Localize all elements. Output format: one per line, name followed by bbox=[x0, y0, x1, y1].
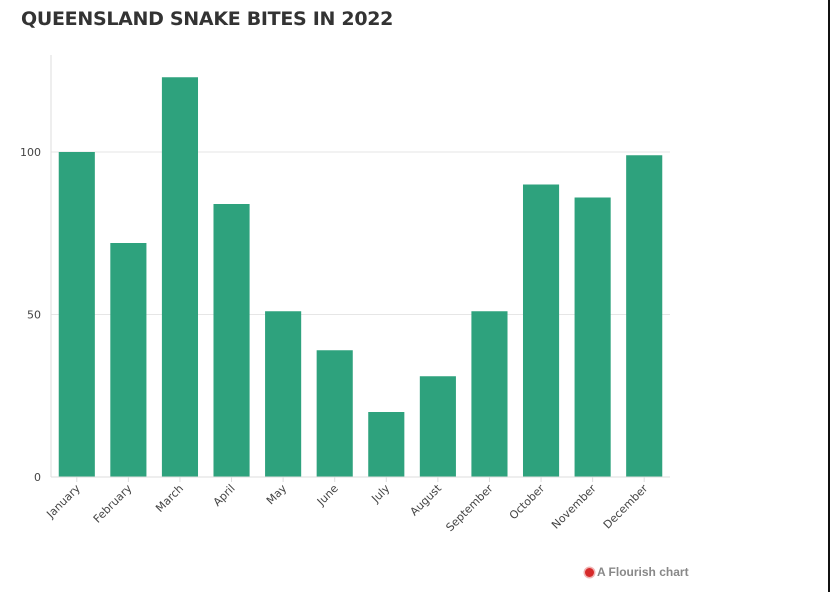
bar-july[interactable] bbox=[368, 412, 405, 477]
bar-february[interactable] bbox=[110, 243, 147, 477]
x-tick-label: July bbox=[369, 482, 393, 506]
x-tick-label: September bbox=[443, 482, 496, 535]
x-tick-label: January bbox=[44, 482, 84, 522]
flourish-logo-icon bbox=[585, 567, 594, 577]
bar-november[interactable] bbox=[574, 197, 611, 478]
x-tick-label: May bbox=[264, 482, 290, 508]
x-tick-label: October bbox=[507, 482, 548, 523]
bar-january[interactable] bbox=[58, 152, 95, 477]
y-tick-labels: 0 50 100 bbox=[20, 146, 41, 484]
chart-title: QUEENSLAND SNAKE BITES IN 2022 bbox=[21, 8, 394, 30]
frame-border bbox=[828, 0, 830, 592]
flourish-credit-label: A Flourish chart bbox=[597, 565, 689, 579]
gridlines bbox=[51, 151, 670, 315]
x-tick-label: March bbox=[153, 482, 186, 515]
bar-march[interactable] bbox=[161, 77, 199, 477]
y-tick-label: 50 bbox=[27, 309, 41, 322]
bar-october[interactable] bbox=[522, 184, 560, 478]
axes bbox=[50, 55, 670, 482]
bar-june[interactable] bbox=[316, 350, 353, 477]
x-tick-label: November bbox=[549, 482, 599, 532]
x-tick-label: August bbox=[408, 481, 445, 518]
x-tick-labels: January February March April May June July Augu… bbox=[44, 481, 651, 534]
bar-august[interactable] bbox=[419, 376, 456, 477]
flourish-credit[interactable]: A Flourish chart bbox=[585, 565, 689, 579]
y-tick-label: 0 bbox=[34, 471, 41, 484]
x-tick-label: April bbox=[211, 482, 238, 509]
bar-september[interactable] bbox=[471, 311, 508, 477]
bar-december[interactable] bbox=[626, 155, 663, 477]
bars bbox=[58, 77, 663, 478]
bar-may[interactable] bbox=[265, 311, 302, 477]
x-tick-label: December bbox=[601, 482, 651, 532]
x-tick-label: February bbox=[91, 482, 135, 526]
y-tick-label: 100 bbox=[20, 146, 41, 159]
bar-april[interactable] bbox=[213, 204, 250, 477]
x-tick-label: June bbox=[314, 482, 341, 509]
